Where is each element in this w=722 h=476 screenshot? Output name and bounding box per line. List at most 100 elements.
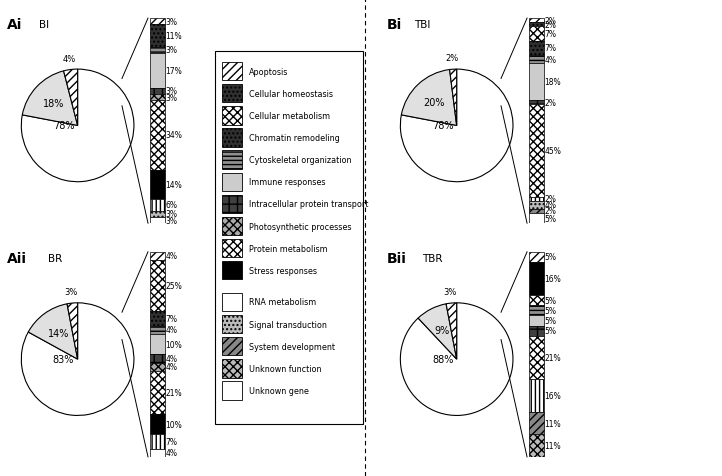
Bar [222,129,242,148]
Text: 3%: 3% [165,18,178,27]
Wedge shape [446,303,457,359]
Bar [529,105,544,197]
Text: 4%: 4% [165,354,178,363]
Bar [529,316,544,326]
Text: Photosynthetic processes: Photosynthetic processes [249,222,352,231]
Text: 7%: 7% [165,437,178,446]
Text: 2%: 2% [544,207,557,216]
Bar [222,239,242,258]
Bar [529,336,544,379]
Wedge shape [28,304,78,359]
Bar [149,19,165,25]
Text: TBR: TBR [422,253,443,263]
Bar [149,312,165,326]
Bar [149,48,165,54]
Wedge shape [450,70,456,126]
Text: Immune responses: Immune responses [249,178,326,187]
Text: 2%: 2% [544,99,557,108]
Bar [149,326,165,334]
Text: Protein metabolism: Protein metabolism [249,244,328,253]
Wedge shape [67,303,78,359]
Text: 4%: 4% [165,362,178,371]
Text: Chromatin remodeling: Chromatin remodeling [249,134,340,143]
Bar [149,449,165,457]
Text: 88%: 88% [432,355,453,364]
Wedge shape [401,70,456,126]
Text: 5%: 5% [544,296,557,305]
Text: 11%: 11% [544,441,561,450]
Text: 78%: 78% [432,121,453,131]
Text: 3%: 3% [64,288,78,297]
Text: 34%: 34% [165,131,182,140]
Text: 6%: 6% [165,201,178,210]
Bar [529,209,544,213]
Text: 10%: 10% [165,420,182,429]
Bar [529,295,544,306]
Text: 2%: 2% [544,20,557,30]
Bar [529,56,544,64]
Text: 21%: 21% [544,353,561,362]
Text: Signal transduction: Signal transduction [249,320,327,329]
Text: 14%: 14% [48,328,69,338]
Bar [529,27,544,41]
Text: 7%: 7% [165,314,178,323]
Text: 4%: 4% [544,201,557,210]
Bar [222,151,242,169]
Bar [529,213,544,224]
Text: 7%: 7% [544,44,557,53]
Bar [529,41,544,56]
Text: 25%: 25% [165,282,182,290]
Text: 83%: 83% [53,355,74,364]
Text: 5%: 5% [544,306,557,315]
Text: 2%: 2% [544,17,557,26]
Text: 16%: 16% [544,274,561,283]
Text: 10%: 10% [165,340,182,349]
Wedge shape [64,70,78,126]
Bar [529,23,544,27]
Bar [149,371,165,414]
Text: 17%: 17% [165,67,182,76]
Text: 2%: 2% [544,195,557,204]
Text: Bi: Bi [386,18,401,32]
Bar [149,363,165,371]
Text: RNA metabolism: RNA metabolism [249,298,317,307]
Text: System development: System development [249,342,336,351]
Text: Intracellular protein transport: Intracellular protein transport [249,200,369,209]
Text: TBI: TBI [414,20,430,30]
Text: 20%: 20% [424,98,445,108]
Bar [149,170,165,199]
Bar [149,54,165,89]
Text: 9%: 9% [434,326,450,335]
Text: Aii: Aii [7,251,27,265]
Text: Unknown function: Unknown function [249,364,322,373]
Bar [222,107,242,125]
Bar [149,218,165,224]
Text: 11%: 11% [544,419,561,427]
Bar [529,101,544,105]
Text: 11%: 11% [165,32,182,41]
Wedge shape [418,304,456,359]
Bar [222,315,242,334]
Text: 2%: 2% [445,54,459,63]
Text: 5%: 5% [544,327,557,336]
Bar [222,337,242,356]
Bar [149,95,165,101]
Bar [222,359,242,378]
Bar [529,263,544,295]
Bar [222,262,242,280]
Text: 4%: 4% [165,326,178,335]
Bar [222,218,242,236]
Bar [149,414,165,435]
Text: 3%: 3% [165,46,178,55]
Bar [529,435,544,457]
Wedge shape [22,72,78,126]
Text: 4%: 4% [63,55,76,64]
Text: 4%: 4% [165,252,178,261]
Bar [529,201,544,209]
Text: 3%: 3% [165,93,178,102]
Text: 21%: 21% [165,388,182,397]
Bar [529,306,544,316]
Bar [529,197,544,201]
Wedge shape [401,303,513,416]
Bar [529,412,544,435]
